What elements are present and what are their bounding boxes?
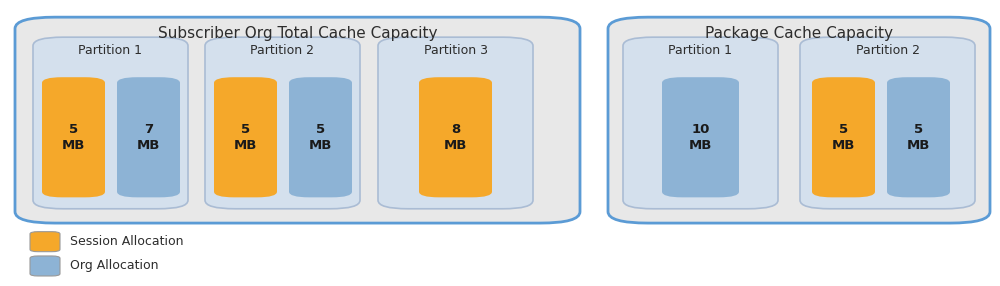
Text: Partition 3: Partition 3 [424,44,488,57]
FancyBboxPatch shape [214,77,277,197]
FancyBboxPatch shape [30,256,60,276]
Text: 7
MB: 7 MB [137,123,160,152]
FancyBboxPatch shape [378,37,533,209]
Text: 5
MB: 5 MB [907,123,930,152]
FancyBboxPatch shape [419,77,492,197]
FancyBboxPatch shape [887,77,950,197]
FancyBboxPatch shape [42,77,105,197]
Text: Partition 2: Partition 2 [856,44,920,57]
FancyBboxPatch shape [117,77,180,197]
Text: Partition 1: Partition 1 [78,44,143,57]
FancyBboxPatch shape [800,37,975,209]
FancyBboxPatch shape [608,17,990,223]
Text: 8
MB: 8 MB [444,123,467,152]
FancyBboxPatch shape [812,77,875,197]
Text: Partition 1: Partition 1 [668,44,732,57]
Text: Subscriber Org Total Cache Capacity: Subscriber Org Total Cache Capacity [158,26,437,41]
Text: Org Allocation: Org Allocation [70,259,158,273]
Text: 5
MB: 5 MB [234,123,257,152]
FancyBboxPatch shape [33,37,188,209]
FancyBboxPatch shape [662,77,739,197]
Text: Package Cache Capacity: Package Cache Capacity [705,26,893,41]
Text: 5
MB: 5 MB [309,123,332,152]
FancyBboxPatch shape [289,77,352,197]
FancyBboxPatch shape [30,232,60,252]
Text: 5
MB: 5 MB [62,123,85,152]
Text: Session Allocation: Session Allocation [70,235,184,248]
FancyBboxPatch shape [15,17,580,223]
FancyBboxPatch shape [205,37,360,209]
Text: Partition 2: Partition 2 [250,44,314,57]
Text: 10
MB: 10 MB [689,123,712,152]
FancyBboxPatch shape [623,37,778,209]
Text: 5
MB: 5 MB [832,123,855,152]
